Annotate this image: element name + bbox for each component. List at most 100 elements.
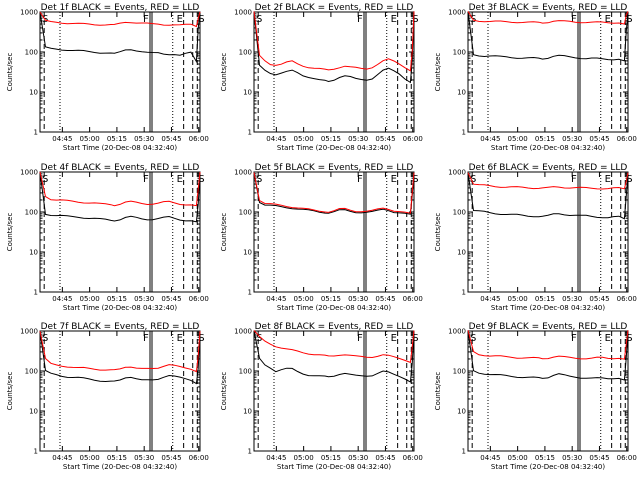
s-marker-label: S [256, 333, 262, 344]
f-marker-label: F [143, 14, 149, 25]
x-tick-label: 04:45 [480, 135, 500, 143]
y-tick-label: 10 [243, 408, 252, 416]
x-tick-label: 04:45 [52, 295, 72, 303]
x-tick-label: 05:15 [535, 135, 555, 143]
y-tick-label: 1000 [20, 169, 38, 177]
events-series-line [253, 11, 415, 84]
lld-series-line [39, 171, 201, 207]
x-tick-label: 05:30 [562, 295, 582, 303]
events-series-line [39, 11, 201, 64]
e-marker-label: E [391, 333, 397, 344]
plot-frame [253, 330, 415, 452]
x-axis-label: Start Time (20-Dec-08 04:32:40) [491, 304, 605, 312]
s-marker-label: S [412, 333, 418, 344]
x-tick-label: 04:45 [266, 454, 286, 462]
y-tick-label: 100 [453, 209, 466, 217]
e-marker-label: E [177, 14, 183, 25]
plot-frame [467, 171, 629, 293]
x-tick-label: 05:00 [508, 295, 528, 303]
s-marker-label: S [626, 14, 632, 25]
y-tick-label: 10 [29, 89, 38, 97]
x-tick-label: 04:45 [480, 454, 500, 462]
y-tick-label: 100 [239, 368, 252, 376]
x-tick-label: 05:45 [589, 454, 609, 462]
x-axis-label: Start Time (20-Dec-08 04:32:40) [277, 463, 391, 471]
x-tick-label: 05:00 [294, 454, 314, 462]
f-marker-label: F [357, 14, 363, 25]
s-marker-label: S [198, 174, 204, 185]
x-axis-label: Start Time (20-Dec-08 04:32:40) [491, 463, 605, 471]
y-axis-label: Counts/sec [6, 53, 14, 92]
s-marker-label: S [626, 333, 632, 344]
s-marker-label: S [198, 333, 204, 344]
s-marker-label: S [412, 174, 418, 185]
events-series-line [467, 330, 629, 381]
x-tick-label: 05:00 [80, 135, 100, 143]
x-tick-label: 05:45 [589, 295, 609, 303]
events-series-line [467, 11, 629, 62]
lld-series-line [253, 330, 415, 364]
y-tick-label: 1 [462, 289, 466, 297]
y-tick-label: 1 [248, 129, 252, 137]
s-marker-label: S [626, 174, 632, 185]
y-axis-label: Counts/sec [220, 213, 228, 252]
plot-frame [467, 330, 629, 452]
s-marker-label: S [42, 174, 48, 185]
y-tick-label: 10 [457, 249, 466, 257]
x-tick-label: 05:00 [80, 454, 100, 462]
panel-title: Det 6f BLACK = Events, RED = LLD [469, 163, 628, 173]
x-tick-label: 05:00 [294, 295, 314, 303]
lld-series-line [467, 330, 629, 360]
events-series-line [39, 171, 201, 223]
y-tick-label: 100 [453, 49, 466, 57]
e-marker-label: E [605, 174, 611, 185]
events-series-line [253, 172, 415, 215]
f-marker-label: F [357, 174, 363, 185]
plot-frame [39, 11, 201, 133]
y-tick-label: 10 [457, 89, 466, 97]
panel-title: Det 2f BLACK = Events, RED = LLD [255, 3, 414, 13]
x-tick-label: 04:45 [52, 454, 72, 462]
x-tick-label: 06:00 [189, 295, 209, 303]
lld-series-line [467, 172, 629, 190]
x-tick-label: 05:30 [348, 454, 368, 462]
panel-title: Det 5f BLACK = Events, RED = LLD [255, 163, 414, 173]
y-tick-label: 1 [34, 289, 38, 297]
x-tick-label: 05:30 [562, 135, 582, 143]
e-marker-label: E [605, 14, 611, 25]
x-tick-label: 05:30 [134, 454, 154, 462]
plot-frame [253, 11, 415, 133]
panel-title: Det 3f BLACK = Events, RED = LLD [469, 3, 628, 13]
y-tick-label: 1 [462, 129, 466, 137]
y-axis-label: Counts/sec [220, 372, 228, 411]
x-tick-label: 05:00 [294, 135, 314, 143]
y-tick-label: 1000 [234, 169, 252, 177]
s-marker-label: S [470, 174, 476, 185]
x-tick-label: 06:00 [617, 454, 637, 462]
x-tick-label: 04:45 [480, 295, 500, 303]
x-tick-label: 05:15 [321, 295, 341, 303]
x-tick-label: 05:45 [161, 295, 181, 303]
f-marker-label: F [143, 333, 149, 344]
x-tick-label: 05:15 [535, 454, 555, 462]
y-axis-label: Counts/sec [220, 53, 228, 92]
x-tick-label: 05:30 [348, 295, 368, 303]
x-tick-label: 05:15 [321, 135, 341, 143]
x-tick-label: 05:00 [508, 454, 528, 462]
x-tick-label: 06:00 [403, 135, 423, 143]
x-tick-label: 04:45 [266, 135, 286, 143]
y-tick-label: 1 [34, 129, 38, 137]
e-marker-label: E [177, 333, 183, 344]
x-tick-label: 04:45 [52, 135, 72, 143]
x-tick-label: 06:00 [403, 454, 423, 462]
x-tick-label: 05:15 [107, 295, 127, 303]
f-marker-label: F [357, 333, 363, 344]
y-tick-label: 10 [29, 249, 38, 257]
